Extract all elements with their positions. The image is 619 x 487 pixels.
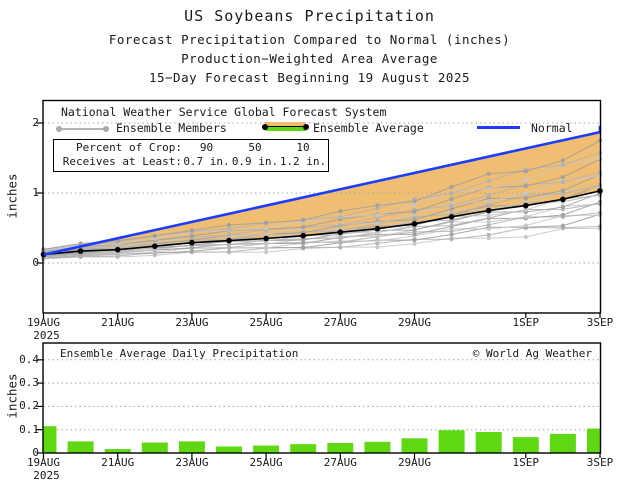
ensemble-average-swatch [262, 122, 309, 131]
ensemble-members-swatch [56, 126, 109, 132]
copyright-credit: © World Ag Weather [472, 347, 592, 360]
bottom-x-tick-label: 25AUG [249, 456, 283, 469]
below-normal-band-icon [265, 127, 306, 131]
top-x-tick-label: 3SEP [586, 316, 614, 329]
bottom-x-tick-year: 2025 [33, 469, 60, 482]
bottom-y-tick-label: 0 [32, 446, 39, 459]
top-y-tick-label: 1 [32, 186, 39, 199]
normal-line-swatch [477, 126, 520, 129]
subtitle-forecast-period: 15−Day Forecast Beginning 19 August 2025 [148, 70, 471, 85]
top-y-tick-label: 0 [32, 256, 39, 269]
bottom-y-tick-label: 0.1 [19, 422, 39, 436]
table-cell: 90 [199, 141, 214, 154]
table-cell: 0.9 in. [231, 155, 279, 168]
table-cell: 10 [296, 141, 310, 154]
table-cell: 50 [248, 141, 262, 154]
ensemble-members-label: Ensemble Members [116, 121, 227, 135]
bottom-x-tick-label: 21AUG [101, 456, 135, 469]
bottom-x-tick-label: 23AUG [175, 456, 209, 469]
top-x-tick-label: 27AUG [323, 316, 357, 329]
bottom-chart-title: Ensemble Average Daily Precipitation [60, 347, 299, 360]
member-dot-icon [56, 126, 62, 132]
gray-line-swatch [58, 128, 107, 130]
above-normal-band-icon [265, 122, 306, 127]
top-x-tick-label: 19AUG [26, 316, 61, 329]
top-x-tick-label: 21AUG [101, 316, 135, 329]
bottom-x-tick-label: 27AUG [323, 456, 357, 469]
bottom-x-tick-label: 19AUG [26, 456, 61, 469]
percent-crop-table: Percent of Crop: 90 50 10 Receives at Le… [53, 139, 329, 172]
subtitle-comparison: Forecast Precipitation Compared to Norma… [108, 32, 511, 47]
table-row-label: Percent of Crop: [76, 141, 182, 154]
bottom-x-tick-label: 3SEP [586, 456, 614, 469]
average-dot-icon [262, 123, 268, 130]
legend-source-label: National Weather Service Global Forecast… [61, 105, 387, 119]
table-cell: 0.7 in. [183, 155, 230, 168]
table-cell: 1.2 in. [279, 155, 327, 168]
top-x-tick-label: 25AUG [249, 316, 283, 329]
normal-label: Normal [531, 121, 573, 135]
bottom-x-tick-label: 1SEP [512, 456, 540, 469]
top-x-tick-label: 1SEP [512, 316, 540, 329]
bottom-y-tick-label: 0.3 [19, 376, 39, 390]
bottom-y-tick-label: 0.2 [19, 399, 39, 413]
average-line-icon [265, 126, 306, 127]
member-dot-icon [103, 126, 109, 132]
page-title: US Soybeans Precipitation [184, 7, 435, 25]
ensemble-average-label: Ensemble Average [313, 121, 424, 135]
top-x-tick-label: 29AUG [397, 316, 432, 329]
bottom-y-tick-label: 0.4 [19, 352, 39, 366]
subtitle-area-average: Production−Weighted Area Average [181, 51, 438, 66]
average-dot-icon [303, 123, 309, 130]
top-x-tick-year: 2025 [33, 329, 60, 342]
bottom-x-tick-label: 29AUG [397, 456, 432, 469]
table-row-label: Receives at Least: [62, 155, 182, 168]
top-y-tick-label: 2 [32, 116, 39, 129]
top-x-tick-label: 23AUG [175, 316, 209, 329]
